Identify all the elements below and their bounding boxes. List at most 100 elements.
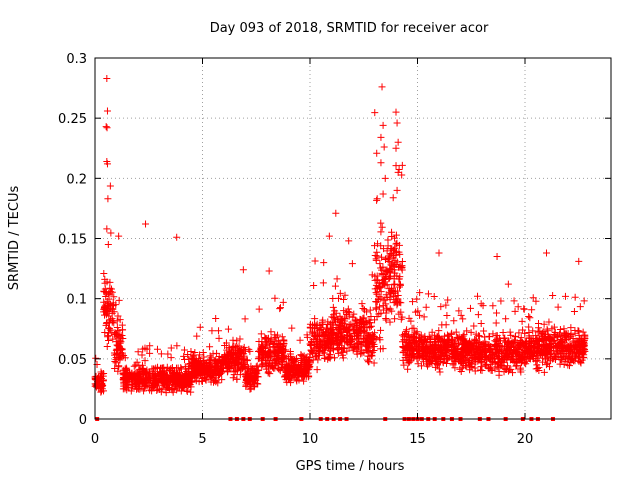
data-point: [416, 311, 424, 319]
data-point: [227, 355, 235, 363]
data-point: [349, 336, 357, 344]
data-point: [554, 303, 562, 311]
data-point: [307, 341, 315, 349]
data-point: [110, 293, 118, 301]
data-point: [382, 316, 390, 324]
data-point: [372, 305, 380, 313]
data-point: [176, 371, 184, 379]
data-point: [152, 376, 160, 384]
data-point: [333, 340, 341, 348]
data-point: [235, 347, 243, 355]
data-point: [166, 371, 174, 379]
data-point: [387, 250, 395, 258]
data-point: [236, 335, 244, 343]
data-point: [105, 336, 113, 344]
data-point: [378, 223, 386, 231]
data-point: [212, 363, 220, 371]
data-point: [350, 310, 358, 318]
data-point: [340, 295, 348, 303]
data-point: [305, 357, 313, 365]
data-point: [153, 345, 161, 353]
data-point: [181, 370, 189, 378]
data-point: [395, 241, 403, 249]
data-point: [506, 328, 514, 336]
data-point: [275, 340, 283, 348]
data-point: [208, 327, 216, 335]
y-tick-label: 0: [79, 413, 87, 428]
y-tick-label: 0.05: [58, 353, 87, 368]
data-point: [377, 228, 385, 236]
x-tick-label: 15: [409, 432, 426, 447]
data-point: [329, 303, 337, 311]
data-point: [243, 356, 251, 364]
data-point: [580, 297, 588, 305]
data-point: [231, 359, 239, 367]
data-point: [243, 365, 251, 373]
data-point: [171, 377, 179, 385]
data-point: [287, 379, 295, 387]
data-point: [118, 331, 126, 339]
y-axis-title: SRMTID / TECUs: [7, 186, 22, 291]
data-point: [145, 383, 153, 391]
data-point: [526, 314, 534, 322]
data-point: [146, 349, 154, 357]
data-point: [180, 346, 188, 354]
data-point: [113, 324, 121, 332]
data-point: [382, 291, 390, 299]
data-point: [334, 349, 342, 357]
data-point: [115, 296, 123, 304]
data-point: [262, 350, 270, 358]
data-point: [390, 292, 398, 300]
data-point: [215, 334, 223, 342]
data-point: [237, 365, 245, 373]
data-point: [167, 354, 175, 362]
data-point: [303, 333, 311, 341]
data-point: [243, 371, 251, 379]
data-point: [337, 322, 345, 330]
data-point: [208, 373, 216, 381]
data-point: [576, 303, 584, 311]
data-point: [297, 358, 305, 366]
data-point: [385, 267, 393, 275]
data-point: [247, 362, 255, 370]
data-point: [264, 362, 272, 370]
data-point: [135, 361, 143, 369]
data-point: [114, 327, 122, 335]
data-point: [470, 322, 478, 330]
data-point: [134, 377, 142, 385]
data-point: [173, 364, 181, 372]
data-point: [289, 357, 297, 365]
peak-point: [173, 233, 181, 241]
data-point: [112, 301, 120, 309]
data-point: [263, 341, 271, 349]
data-point: [283, 361, 291, 369]
data-point: [391, 244, 399, 252]
data-point: [253, 362, 261, 370]
data-point: [307, 346, 315, 354]
data-point: [373, 196, 381, 204]
data-point: [188, 371, 196, 379]
data-point: [187, 388, 195, 396]
data-point: [117, 338, 125, 346]
data-point: [105, 291, 113, 299]
data-point: [286, 371, 294, 379]
data-point: [370, 359, 378, 367]
data-point: [371, 329, 379, 337]
data-point: [113, 317, 121, 325]
data-point: [341, 314, 349, 322]
data-point: [100, 387, 108, 395]
data-point: [312, 331, 320, 339]
data-point: [398, 266, 406, 274]
data-point: [495, 371, 503, 379]
data-point: [435, 327, 443, 335]
data-point: [244, 372, 252, 380]
data-point: [102, 311, 110, 319]
data-point: [320, 259, 328, 267]
data-point: [114, 367, 122, 375]
data-point: [255, 305, 263, 313]
data-point: [97, 383, 105, 391]
data-point: [101, 329, 109, 337]
data-point: [388, 261, 396, 269]
data-point: [233, 375, 241, 383]
